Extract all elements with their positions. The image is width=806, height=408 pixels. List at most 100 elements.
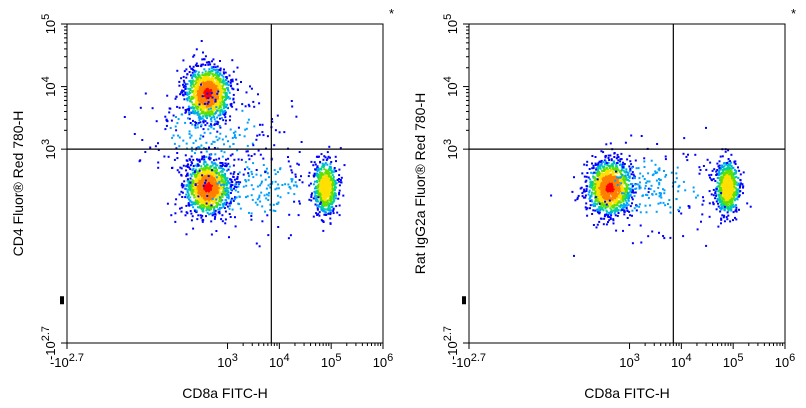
data-point — [194, 170, 196, 173]
data-point — [615, 200, 618, 203]
data-point — [197, 171, 200, 174]
data-point — [235, 108, 238, 111]
data-point — [312, 197, 315, 200]
data-point — [325, 175, 328, 177]
data-point — [199, 197, 202, 200]
data-point — [631, 198, 634, 201]
data-point — [169, 127, 172, 129]
data-point — [226, 187, 228, 189]
data-point — [144, 92, 147, 95]
data-point — [211, 93, 214, 96]
data-point — [235, 186, 238, 189]
data-point — [205, 105, 208, 108]
data-point — [605, 172, 608, 175]
data-point — [194, 152, 196, 155]
data-point — [200, 40, 203, 42]
data-point — [210, 188, 212, 191]
data-point — [619, 197, 622, 200]
data-point — [621, 163, 624, 166]
data-point — [321, 205, 324, 208]
data-point — [192, 183, 195, 186]
data-point — [193, 112, 196, 115]
data-point — [191, 203, 194, 206]
data-point — [207, 188, 210, 191]
data-point — [215, 202, 218, 204]
data-point — [203, 131, 206, 134]
data-point — [204, 202, 206, 205]
data-point — [333, 199, 336, 202]
data-point — [206, 211, 209, 214]
data-point — [204, 161, 207, 164]
data-point — [230, 185, 233, 188]
data-point — [223, 202, 226, 205]
data-point — [204, 114, 207, 117]
data-point — [189, 84, 192, 87]
data-point — [215, 170, 217, 173]
data-point — [216, 88, 219, 91]
data-point — [228, 204, 231, 207]
data-point — [213, 210, 216, 213]
data-point — [252, 100, 255, 103]
data-point — [598, 160, 601, 163]
data-point — [234, 130, 237, 133]
data-point — [608, 192, 611, 195]
data-point — [212, 58, 215, 61]
data-point — [196, 94, 199, 97]
data-point — [328, 182, 331, 185]
data-point — [227, 168, 230, 171]
data-point — [607, 168, 610, 171]
data-point — [190, 219, 193, 222]
data-point — [218, 107, 221, 109]
data-point — [229, 178, 232, 181]
data-point — [600, 200, 602, 203]
data-point — [607, 157, 610, 159]
data-point — [596, 175, 599, 178]
data-point — [229, 192, 232, 194]
data-point — [205, 150, 208, 153]
data-point — [195, 175, 198, 178]
data-point — [214, 120, 217, 123]
data-point — [191, 185, 194, 188]
data-point — [176, 157, 179, 160]
data-point — [196, 77, 199, 80]
data-point — [213, 217, 216, 220]
data-point — [190, 98, 192, 101]
data-point — [257, 149, 260, 152]
data-point — [620, 201, 623, 204]
data-point — [189, 168, 192, 171]
data-point — [196, 202, 199, 205]
data-point — [631, 191, 634, 194]
data-point — [187, 87, 190, 90]
data-point — [287, 183, 290, 186]
data-point — [202, 78, 205, 81]
data-point — [200, 83, 202, 86]
data-point — [196, 173, 198, 176]
data-point — [606, 215, 609, 218]
data-point — [232, 97, 235, 100]
data-point — [630, 163, 633, 166]
data-point — [198, 146, 201, 149]
data-point — [184, 88, 187, 90]
data-point — [211, 180, 214, 183]
data-point — [190, 182, 193, 185]
data-point — [276, 171, 279, 173]
data-point — [210, 67, 213, 70]
data-point — [271, 118, 273, 120]
data-point — [319, 161, 321, 164]
data-point — [583, 190, 586, 193]
data-point — [328, 183, 331, 186]
data-point — [215, 198, 218, 201]
data-point — [325, 188, 328, 191]
data-point — [287, 237, 290, 240]
data-point — [219, 114, 222, 116]
data-point — [255, 138, 258, 141]
data-point — [586, 160, 589, 163]
data-point — [167, 155, 170, 158]
data-point — [202, 104, 205, 107]
data-point — [329, 166, 332, 168]
data-point — [218, 137, 221, 140]
data-point — [208, 178, 211, 181]
data-point — [298, 202, 301, 205]
data-point — [201, 58, 204, 61]
data-point — [198, 158, 201, 161]
